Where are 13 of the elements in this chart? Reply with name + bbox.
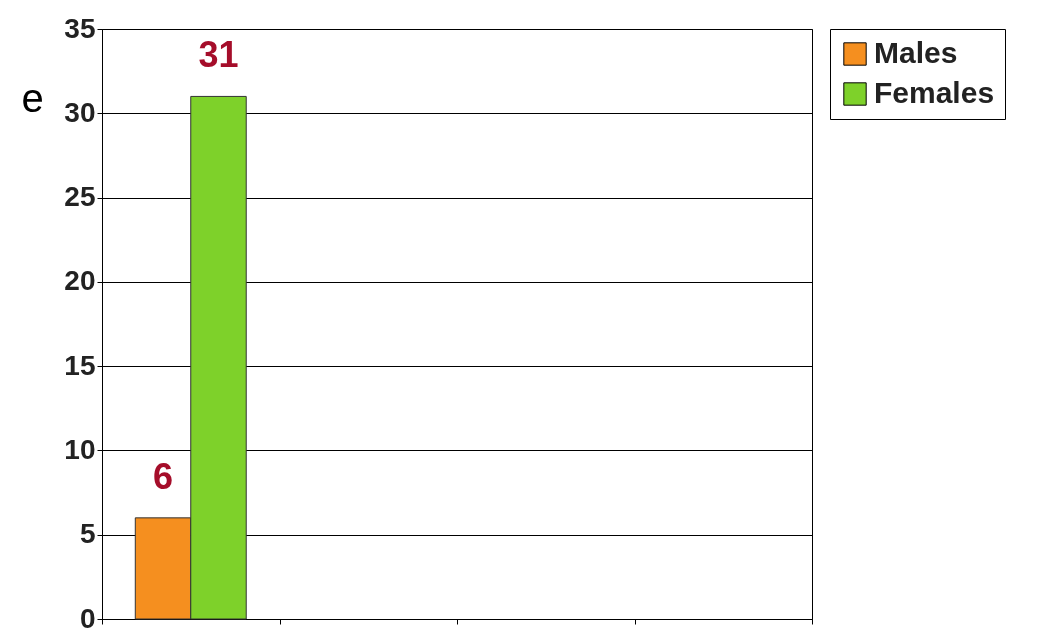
legend-label: Males — [874, 36, 958, 69]
y-axis-title: e — [21, 75, 44, 120]
legend-label: Females — [874, 76, 995, 109]
y-tick-label: 25 — [64, 181, 96, 213]
y-tick-label: 15 — [64, 349, 96, 381]
data-label: 31 — [198, 34, 239, 76]
y-tick-label: 0 — [79, 602, 96, 634]
y-tick-label: 5 — [79, 518, 96, 550]
y-tick-label: 20 — [64, 265, 96, 297]
y-tick-label: 10 — [64, 433, 96, 465]
y-tick-label: 35 — [64, 12, 96, 44]
y-tick-label: 30 — [64, 96, 96, 128]
data-label: 6 — [153, 455, 174, 497]
